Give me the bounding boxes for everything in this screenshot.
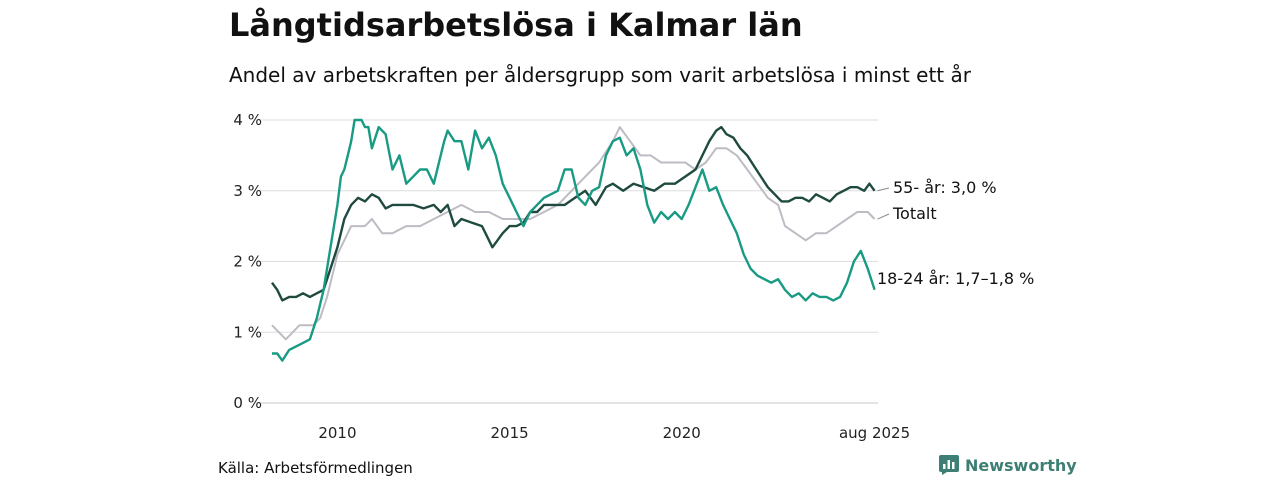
series-line-2 xyxy=(271,125,876,302)
series-end-label: 18-24 år: 1,7–1,8 % xyxy=(877,269,1034,288)
series-line-1 xyxy=(271,126,876,341)
chart-subtitle: Andel av arbetskraften per åldersgrupp s… xyxy=(229,63,971,87)
brand-logo: Newsworthy xyxy=(939,455,1077,475)
y-tick-label: 3 % xyxy=(233,182,262,200)
brand-name: Newsworthy xyxy=(965,455,1077,475)
chart-title: Långtidsarbetslösa i Kalmar län xyxy=(229,6,803,44)
series-lines xyxy=(271,118,876,362)
newsworthy-chart-icon xyxy=(939,455,959,475)
series-line-3 xyxy=(272,118,876,362)
y-tick-label: 2 % xyxy=(233,253,262,271)
label-leader xyxy=(877,213,890,220)
series-end-labels: 55- år: 3,0 % Totalt 18-24 år: 1,7–1,8 % xyxy=(877,178,1034,288)
label-leader xyxy=(877,187,890,192)
series-end-label: 55- år: 3,0 % xyxy=(893,178,997,197)
y-tick-label: 4 % xyxy=(233,111,262,129)
x-tick-label: aug 2025 xyxy=(839,424,910,442)
x-axis-ticks: 2010 2015 2020 aug 2025 xyxy=(318,424,910,442)
series-end-label: Totalt xyxy=(892,204,937,223)
y-axis-ticks: 0 % 1 % 2 % 3 % 4 % xyxy=(233,111,262,412)
x-tick-label: 2010 xyxy=(318,424,356,442)
source-note: Källa: Arbetsförmedlingen xyxy=(218,459,413,477)
x-tick-label: 2020 xyxy=(663,424,701,442)
x-tick-label: 2015 xyxy=(490,424,528,442)
y-tick-label: 1 % xyxy=(233,323,262,341)
y-tick-label: 0 % xyxy=(233,394,262,412)
y-gridlines xyxy=(258,119,878,404)
